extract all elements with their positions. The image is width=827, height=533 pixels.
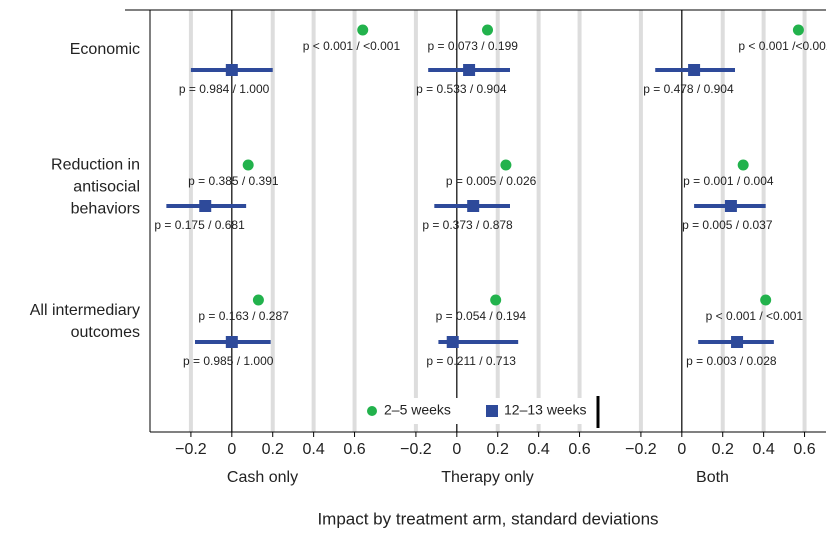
estimate-dot [357,24,369,36]
row-label: outcomes [71,324,140,341]
estimate-dot [252,294,264,306]
p-label: p = 0.373 / 0.878 [422,218,513,232]
estimate-square [225,64,238,76]
x-tick-label: 0.6 [343,441,365,458]
x-tick-label: 0.6 [568,441,590,458]
x-tick-label: 0 [677,441,686,458]
x-tick-label: 0 [452,441,461,458]
p-label: p = 0.005 / 0.037 [682,218,773,232]
legend-bg [360,398,598,424]
estimate-dot [500,159,512,171]
p-label: p = 0.211 / 0.713 [426,354,516,368]
estimate-square [724,200,737,212]
x-tick-label: −0.2 [175,441,207,458]
x-tick-label: 0.2 [712,441,734,458]
row-label: Economic [70,41,140,58]
legend-swatch [367,406,377,416]
panel-title: Cash only [227,469,298,486]
estimate-dot [737,159,749,171]
estimate-dot [792,24,804,36]
legend-label: 12–13 weeks [504,402,587,418]
estimate-square [446,336,459,348]
panel-title: Both [696,469,729,486]
estimate-square [225,336,238,348]
row-label: Reduction in [51,157,140,174]
row-label: antisocial [73,179,140,196]
x-tick-label: 0.2 [262,441,284,458]
estimate-square [463,64,476,76]
x-tick-label: 0.6 [793,441,815,458]
p-label: p = 0.175 / 0.681 [154,218,245,232]
p-label: p = 0.385 / 0.391 [188,174,279,188]
p-label: p < 0.001 / <0.001 [706,309,804,323]
x-tick-label: 0.4 [303,441,325,458]
p-label: p = 0.533 / 0.904 [416,82,507,96]
p-label: p = 0.003 / 0.028 [686,354,777,368]
p-label: p = 0.984 / 1.000 [179,82,270,96]
x-tick-label: 0.4 [528,441,550,458]
estimate-square [199,200,212,212]
estimate-dot [242,159,254,171]
x-axis-label: Impact by treatment arm, standard deviat… [317,509,658,528]
x-tick-label: 0.2 [487,441,509,458]
row-label: All intermediary [30,302,140,319]
p-label: p = 0.054 / 0.194 [436,309,527,323]
x-tick-label: −0.2 [625,441,657,458]
p-label: p = 0.478 / 0.904 [643,82,734,96]
p-label: p = 0.001 / 0.004 [683,174,774,188]
x-tick-label: 0.4 [753,441,775,458]
estimate-square [467,200,480,212]
x-tick-label: 0 [227,441,236,458]
estimate-dot [760,294,772,306]
legend-swatch [486,405,498,417]
p-label: p < 0.001 /<0.001 [738,39,827,53]
estimate-square [731,336,744,348]
p-label: p = 0.005 / 0.026 [446,174,537,188]
p-label: p = 0.163 / 0.287 [198,309,289,323]
estimate-dot [482,24,493,36]
legend-label: 2–5 weeks [384,402,451,418]
estimate-dot [490,294,502,306]
p-label: p < 0.001 / <0.001 [303,39,401,53]
panel-title: Therapy only [441,469,534,486]
x-tick-label: −0.2 [400,441,432,458]
p-label: p = 0.985 / 1.000 [183,354,274,368]
p-label: p = 0.073 / 0.199 [428,39,519,53]
estimate-square [688,64,701,76]
row-label: behaviors [71,201,140,218]
